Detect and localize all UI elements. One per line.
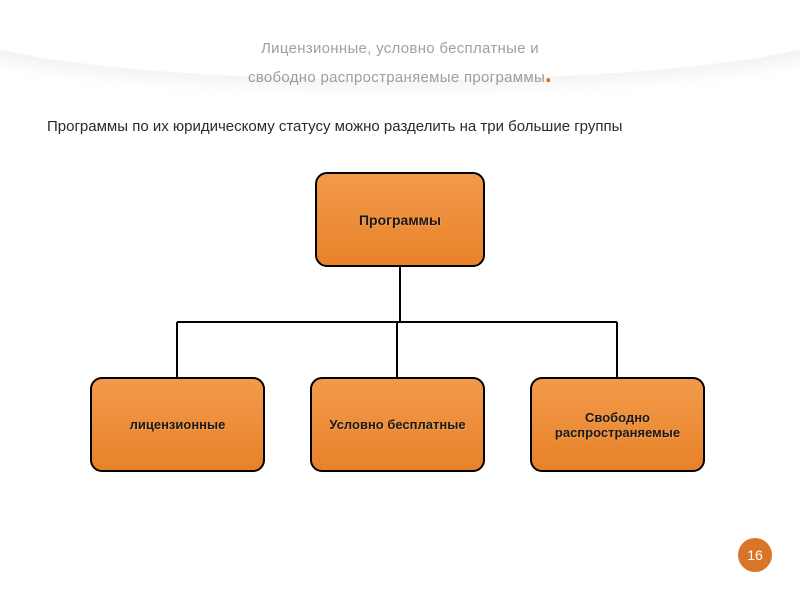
node-leaf-2-label: Условно бесплатные bbox=[329, 417, 465, 432]
slide-title: Лицензионные, условно бесплатные и свобо… bbox=[45, 40, 755, 86]
node-leaf-shareware: Условно бесплатные bbox=[310, 377, 485, 472]
node-root: Программы bbox=[315, 172, 485, 267]
title-dot: . bbox=[545, 61, 552, 88]
page-number: 16 bbox=[747, 547, 763, 563]
page-number-badge: 16 bbox=[738, 538, 772, 572]
title-line-1: Лицензионные, условно бесплатные и bbox=[45, 40, 755, 57]
title-line-2: свободно распространяемые программы. bbox=[45, 69, 755, 86]
node-leaf-freeware: Свободно распространяемые bbox=[530, 377, 705, 472]
node-leaf-1-label: лицензионные bbox=[130, 417, 226, 432]
tree-diagram: Программы лицензионные Условно бесплатны… bbox=[45, 172, 755, 492]
node-root-label: Программы bbox=[359, 212, 441, 228]
node-leaf-3-label: Свободно распространяемые bbox=[538, 410, 697, 440]
connector-path bbox=[177, 267, 617, 377]
body-paragraph: Программы по их юридическому статусу мож… bbox=[45, 116, 755, 137]
node-leaf-licensed: лицензионные bbox=[90, 377, 265, 472]
title-line-2-text: свободно распространяемые программы bbox=[248, 69, 545, 86]
slide-container: Лицензионные, условно бесплатные и свобо… bbox=[0, 0, 800, 600]
